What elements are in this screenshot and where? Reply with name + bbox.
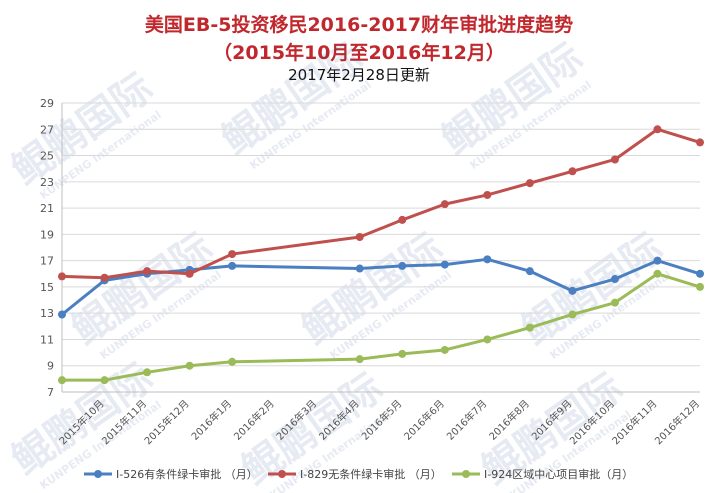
data-point (653, 256, 662, 265)
data-point (483, 190, 492, 199)
legend-label: I-829无条件绿卡审批 （月） (300, 467, 442, 481)
data-point (100, 376, 109, 385)
data-point (568, 286, 577, 295)
data-point (440, 345, 449, 354)
y-tick-label: 21 (40, 202, 54, 215)
series (58, 125, 704, 282)
y-axis-ticks: 7 9 11 13 15 17 19 21 23 25 27 29 (40, 97, 54, 399)
y-tick-label: 9 (47, 360, 54, 373)
data-point (185, 361, 194, 370)
data-point (696, 269, 704, 278)
x-tick-label: 2016年12月 (652, 397, 702, 447)
series-line (60, 257, 702, 316)
y-tick-label: 13 (40, 307, 54, 320)
series-line (60, 127, 702, 280)
y-tick-label: 23 (40, 176, 54, 189)
series-layer (58, 125, 704, 385)
y-tick-label: 17 (40, 255, 54, 268)
legend-item: I-526有条件绿卡审批 （月） (84, 467, 258, 481)
data-point (610, 275, 619, 284)
data-point (185, 269, 194, 278)
data-point (610, 155, 619, 164)
data-point (398, 349, 407, 358)
data-point (100, 273, 109, 282)
data-point (696, 138, 704, 147)
data-point (440, 260, 449, 269)
legend: I-526有条件绿卡审批 （月） I-829无条件绿卡审批 （月） I-924区域中… (84, 467, 633, 481)
data-point (58, 376, 66, 385)
data-point (355, 355, 364, 364)
data-point (228, 261, 237, 270)
data-point (398, 261, 407, 270)
data-point (525, 267, 534, 276)
data-point (653, 125, 662, 134)
data-point (483, 335, 492, 344)
grid (61, 102, 700, 393)
data-point (398, 215, 407, 224)
data-point (568, 310, 577, 319)
data-point (483, 255, 492, 264)
data-point (58, 310, 66, 319)
y-tick-label: 15 (40, 281, 54, 294)
legend-label: I-924区域中心项目审批（月） (484, 467, 633, 481)
data-point (143, 267, 152, 276)
data-point (525, 179, 534, 188)
data-point (355, 232, 364, 241)
data-point (568, 167, 577, 176)
y-tick-label: 29 (40, 97, 54, 110)
y-tick-label: 25 (40, 150, 54, 163)
y-tick-label: 19 (40, 228, 54, 241)
legend-label: I-526有条件绿卡审批 （月） (116, 467, 258, 481)
data-point (610, 298, 619, 307)
legend-marker (462, 470, 470, 478)
data-point (525, 323, 534, 332)
data-point (228, 250, 237, 259)
x-tick-label: 2016年1月 (188, 397, 234, 443)
data-point (696, 282, 704, 291)
y-tick-label: 11 (40, 333, 54, 346)
data-point (58, 272, 66, 281)
y-tick-label: 27 (40, 123, 54, 136)
legend-item: I-924区域中心项目审批（月） (452, 467, 633, 481)
chart-subtitle: 2017年2月28日更新 (288, 66, 430, 84)
legend-marker (94, 470, 102, 478)
legend-item: I-829无条件绿卡审批 （月） (268, 467, 442, 481)
x-tick-label: 2016年6月 (401, 397, 447, 443)
data-point (355, 264, 364, 273)
series-line (60, 272, 702, 382)
data-point (653, 269, 662, 278)
legend-marker (278, 470, 286, 478)
data-point (228, 357, 237, 366)
data-point (440, 200, 449, 209)
data-point (143, 368, 152, 377)
chart-title: 美国EB-5投资移民2016-2017财年审批进度趋势 (144, 14, 574, 36)
chart-title-date-range: （2015年10月至2016年12月） (213, 42, 505, 64)
y-tick-label: 7 (47, 386, 54, 399)
x-tick-label: 2016年7月 (444, 397, 490, 443)
series (58, 269, 704, 385)
